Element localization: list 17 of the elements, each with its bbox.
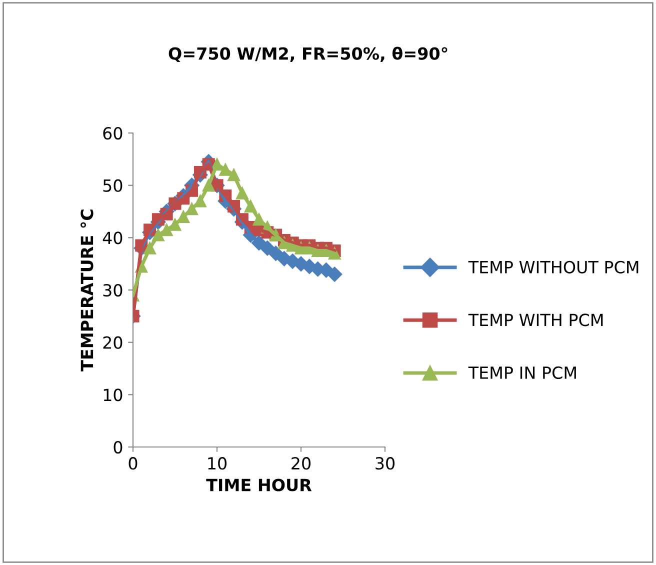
x-tick-label: 30	[376, 457, 394, 470]
y-axis-title: TEMPERATURE °C	[80, 210, 94, 372]
x-axis-title: TIME HOUR	[206, 478, 312, 492]
x-tick-label: 0	[128, 457, 138, 470]
x-tick-label: 20	[292, 457, 310, 470]
legend-label: TEMP WITHOUT PCM	[468, 260, 638, 274]
y-tick-label: 0	[114, 440, 122, 454]
y-tick-label: 10	[104, 388, 122, 402]
y-tick-label: 30	[103, 284, 122, 297]
y-tick-label: 40	[102, 232, 122, 244]
y-tick-label: 50	[103, 179, 122, 192]
x-tick-label: 10	[208, 457, 226, 470]
legend-label: TEMP WITH PCM	[468, 314, 603, 326]
y-tick-label: 20	[103, 336, 122, 349]
y-tick-label: 60	[103, 126, 122, 140]
chart-title: Q=750 W/M2, FR=50%, θ=90°	[168, 46, 448, 62]
legend-label: TEMP IN PCM	[468, 366, 576, 380]
